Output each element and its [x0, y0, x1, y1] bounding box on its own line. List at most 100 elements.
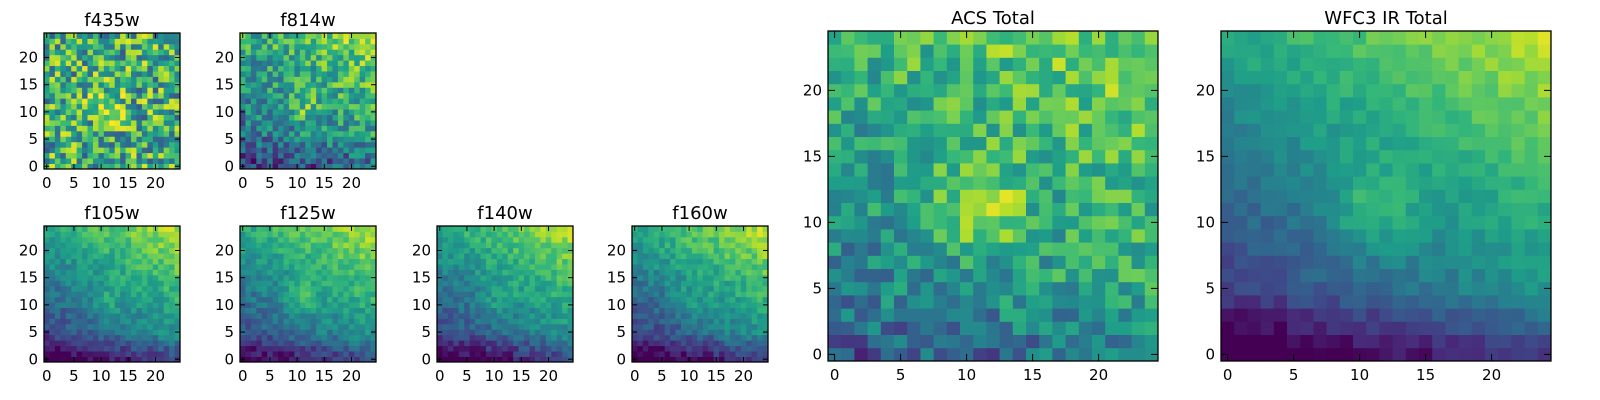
heatmap-cell [907, 215, 921, 230]
heatmap-cell [1419, 163, 1433, 177]
heatmap-cell [267, 114, 274, 121]
heatmap-cell [131, 114, 137, 121]
heatmap-cell [491, 296, 498, 303]
heatmap-cell [675, 231, 682, 238]
heatmap-cell [1471, 176, 1486, 190]
heatmap-cell [708, 356, 714, 363]
heatmap-cell [332, 231, 339, 238]
heatmap-cell [310, 351, 317, 357]
heatmap-cell [316, 152, 322, 159]
heatmap-cell [310, 103, 317, 110]
heatmap-cell [321, 313, 328, 319]
heatmap-cell [141, 141, 148, 148]
x-tick-label: 10 [92, 174, 111, 192]
heatmap-cell [141, 98, 148, 105]
heatmap-cell [327, 247, 333, 254]
heatmap-cell [841, 268, 855, 283]
heatmap-cell [82, 120, 88, 126]
heatmap-cell [240, 258, 246, 265]
heatmap-cell [332, 152, 339, 159]
heatmap-cell [1131, 321, 1146, 335]
heatmap-cell [294, 247, 301, 254]
heatmap-cell [702, 340, 709, 347]
heatmap-cell [567, 307, 574, 314]
heatmap-cell [1432, 347, 1446, 362]
heatmap-cell [1366, 295, 1380, 309]
heatmap-cell [354, 38, 361, 45]
heatmap-cell [283, 54, 290, 61]
heatmap-cell [551, 291, 558, 298]
heatmap-cell [370, 130, 377, 137]
heatmap-cell [267, 98, 274, 105]
heatmap-cell [163, 114, 170, 121]
heatmap-cell [524, 258, 530, 265]
heatmap-cell [524, 285, 530, 292]
heatmap-cell [1485, 229, 1499, 243]
heatmap-cell [82, 98, 88, 105]
heatmap-cell [71, 92, 78, 99]
heatmap-cell [447, 356, 454, 363]
heatmap-cell [1313, 321, 1327, 335]
heatmap-cell [946, 57, 961, 71]
heatmap-cell [44, 334, 50, 341]
heatmap-cell [686, 302, 693, 308]
heatmap-cell [60, 152, 67, 159]
heatmap-cell [71, 302, 78, 308]
heatmap-cell [447, 264, 454, 270]
heatmap-cell [343, 334, 350, 341]
heatmap-cell [1339, 281, 1354, 296]
heatmap-cell [675, 269, 682, 276]
heatmap-cell [131, 351, 137, 357]
heatmap-cell [174, 92, 181, 99]
heatmap-cell [321, 65, 328, 72]
heatmap-cell [120, 236, 126, 243]
heatmap-cell [854, 189, 868, 203]
heatmap-cell [250, 38, 257, 45]
heatmap-cell [310, 345, 317, 352]
heatmap-cell [453, 291, 460, 298]
heatmap-cell [114, 136, 121, 143]
heatmap-cell [109, 152, 116, 159]
heatmap-cell [109, 98, 116, 105]
heatmap-cell [1326, 268, 1341, 283]
heatmap-cell [562, 264, 568, 270]
heatmap-cell [854, 123, 868, 137]
heatmap-cell [1144, 31, 1159, 45]
heatmap-cell [109, 163, 116, 170]
heatmap-cell [120, 356, 126, 363]
heatmap-cell [87, 114, 94, 121]
heatmap-cell [370, 231, 377, 238]
heatmap-cell [245, 318, 252, 325]
heatmap-cell [261, 296, 268, 303]
heatmap-cell [278, 318, 284, 325]
heatmap-cell [999, 202, 1014, 217]
heatmap-cell [973, 281, 987, 296]
heatmap-cell [250, 87, 257, 94]
heatmap-cell [256, 120, 263, 126]
heatmap-cell [1105, 202, 1119, 217]
heatmap-cell [729, 231, 736, 238]
heatmap-cell [491, 302, 498, 308]
heatmap-cell [283, 130, 290, 137]
heatmap-cell [158, 43, 165, 50]
heatmap-cell [513, 307, 519, 314]
heatmap-cell [152, 109, 159, 115]
heatmap-cell [348, 71, 355, 77]
heatmap-cell [256, 302, 263, 308]
heatmap-cell [534, 345, 541, 352]
heatmap-cell [327, 136, 333, 143]
heatmap-cell [158, 152, 165, 159]
heatmap-cell [946, 163, 961, 177]
heatmap-cell [691, 313, 698, 319]
heatmap-cell [131, 38, 137, 45]
heatmap-cell [131, 81, 137, 88]
heatmap-cell [278, 313, 284, 319]
heatmap-cell [370, 49, 377, 56]
heatmap-cell [141, 76, 148, 83]
heatmap-cell [294, 38, 301, 45]
heatmap-cell [54, 98, 61, 105]
heatmap-cell [261, 120, 268, 126]
heatmap-cell [54, 242, 61, 249]
heatmap-cell [125, 242, 132, 249]
heatmap-cell [458, 258, 465, 265]
